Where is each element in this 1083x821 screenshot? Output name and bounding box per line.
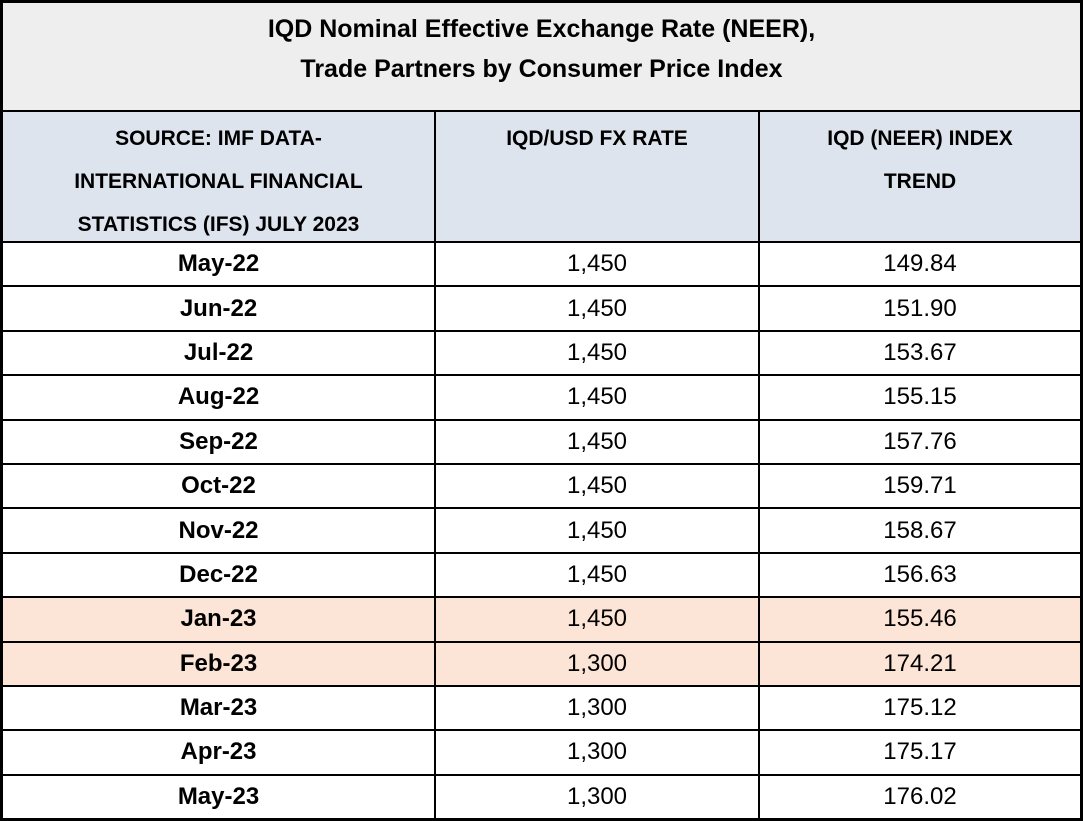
table-row: May-23 1,300 176.02 xyxy=(3,775,1080,819)
column-header-source: SOURCE: IMF DATA- INTERNATIONAL FINANCIA… xyxy=(74,127,363,236)
table-row: May-22 1,450 149.84 xyxy=(3,243,1080,288)
table-row: Mar-23 1,300 175.12 xyxy=(3,686,1080,732)
neer-index-cell: 159.71 xyxy=(758,464,1080,508)
fx-rate-cell: 1,450 xyxy=(434,509,758,552)
fx-rate-cell: 1,450 xyxy=(434,464,758,508)
neer-index-cell: 156.63 xyxy=(758,553,1080,597)
neer-index-cell: 158.67 xyxy=(758,509,1080,552)
neer-index-cell: 174.21 xyxy=(758,642,1080,685)
month-cell: Apr-23 xyxy=(180,738,257,766)
table-row: Dec-22 1,450 156.63 xyxy=(3,553,1080,599)
table-row: Nov-22 1,450 158.67 xyxy=(3,509,1080,554)
month-cell: Dec-22 xyxy=(179,560,258,588)
fx-rate-cell: 1,450 xyxy=(434,420,758,463)
fx-rate-cell: 1,300 xyxy=(434,731,758,774)
month-cell: May-22 xyxy=(177,250,260,278)
month-cell: Jan-23 xyxy=(180,605,257,633)
neer-index-cell: 175.17 xyxy=(758,731,1080,774)
fx-rate-cell: 1,450 xyxy=(434,553,758,597)
table-title: IQD Nominal Effective Exchange Rate (NEE… xyxy=(3,3,1080,112)
table-row: Jun-22 1,450 151.90 xyxy=(3,287,1080,332)
table-row: Jan-23 1,450 155.46 xyxy=(3,598,1080,643)
fx-rate-cell: 1,300 xyxy=(434,642,758,685)
neer-index-cell: 151.90 xyxy=(758,287,1080,330)
neer-index-cell: 157.76 xyxy=(758,420,1080,463)
neer-index-cell: 149.84 xyxy=(758,243,1080,286)
fx-rate-cell: 1,300 xyxy=(434,686,758,730)
neer-index-cell: 175.12 xyxy=(758,686,1080,730)
column-header-neer-index: IQD (NEER) INDEX TREND xyxy=(758,112,1080,246)
month-cell: Nov-22 xyxy=(178,516,259,544)
column-header-fx-rate: IQD/USD FX RATE xyxy=(434,112,758,246)
neer-index-cell: 153.67 xyxy=(758,331,1080,375)
fx-rate-cell: 1,450 xyxy=(434,243,758,286)
table-row: Apr-23 1,300 175.17 xyxy=(3,731,1080,776)
fx-rate-cell: 1,450 xyxy=(434,598,758,641)
table-row: Oct-22 1,450 159.71 xyxy=(3,464,1080,510)
month-cell: Sep-22 xyxy=(179,427,258,455)
fx-rate-cell: 1,450 xyxy=(434,376,758,419)
neer-index-cell: 155.15 xyxy=(758,376,1080,419)
neer-index-cell: 155.46 xyxy=(758,598,1080,641)
month-cell: Feb-23 xyxy=(179,649,258,677)
neer-index-cell: 176.02 xyxy=(758,775,1080,819)
month-cell: Jul-22 xyxy=(183,338,254,366)
fx-rate-cell: 1,450 xyxy=(434,331,758,375)
table-row: Aug-22 1,450 155.15 xyxy=(3,376,1080,421)
month-cell: Aug-22 xyxy=(177,383,260,411)
table-header-row: SOURCE: IMF DATA- INTERNATIONAL FINANCIA… xyxy=(3,112,1080,246)
month-cell: May-23 xyxy=(177,782,260,810)
table-row: Sep-22 1,450 157.76 xyxy=(3,420,1080,465)
table-row: Jul-22 1,450 153.67 xyxy=(3,331,1080,377)
month-cell: Oct-22 xyxy=(181,472,256,500)
fx-rate-cell: 1,450 xyxy=(434,287,758,330)
month-cell: Jun-22 xyxy=(179,294,258,322)
table-body: May-22 1,450 149.84 Jun-22 1,450 151.90 … xyxy=(3,243,1080,819)
table-row: Feb-23 1,300 174.21 xyxy=(3,642,1080,687)
month-cell: Mar-23 xyxy=(179,694,258,722)
fx-rate-cell: 1,300 xyxy=(434,775,758,819)
